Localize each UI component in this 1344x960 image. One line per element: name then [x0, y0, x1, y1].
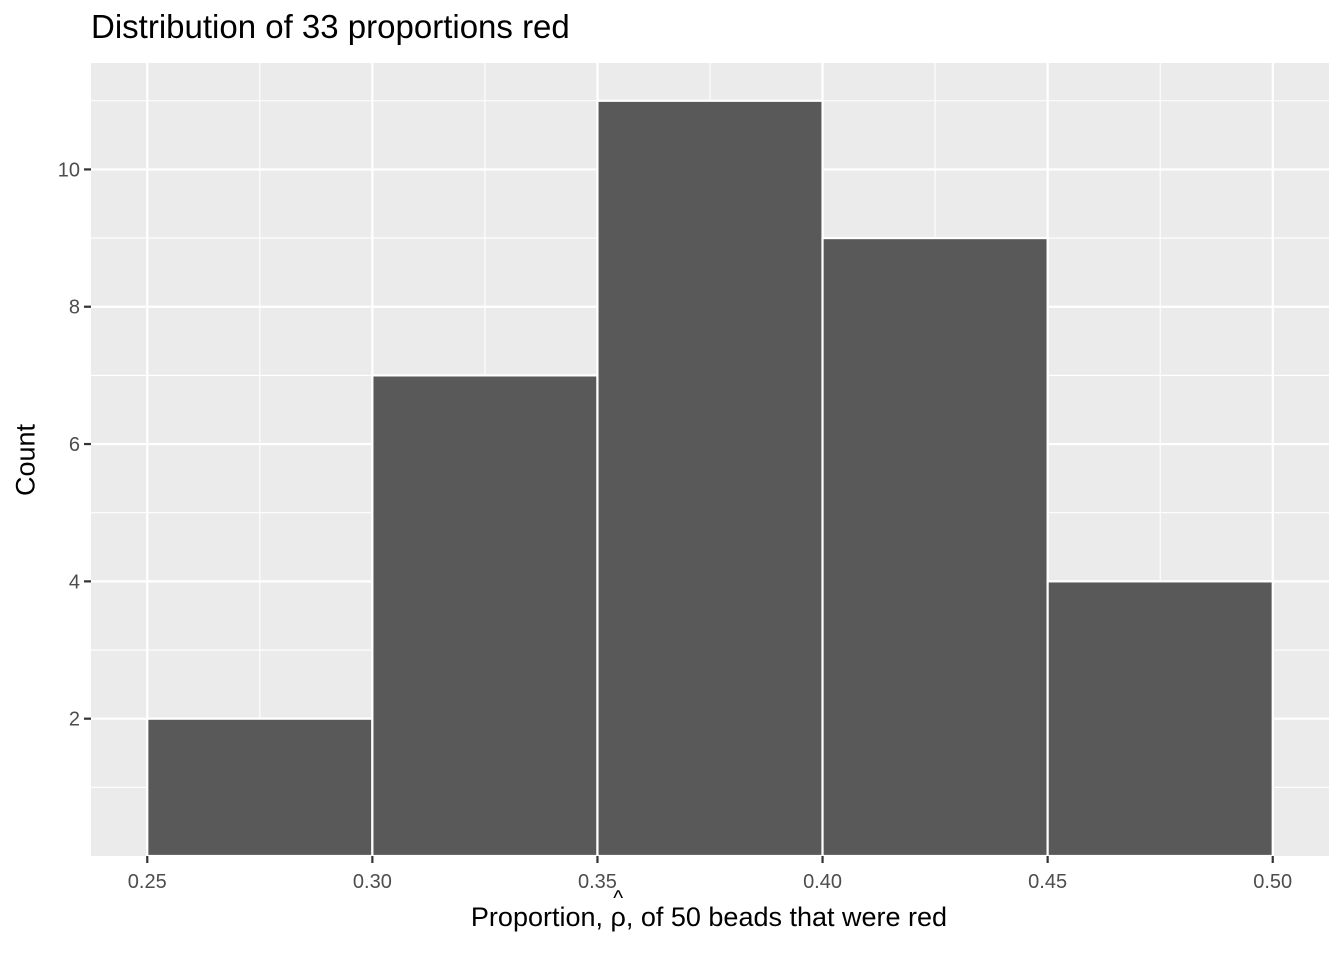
x-tick-label: 0.45: [1028, 871, 1067, 893]
y-tick-label: 6: [69, 434, 80, 456]
y-axis: 2 4 6 8 10: [58, 159, 91, 731]
y-tick-label: 2: [69, 709, 80, 731]
x-axis-title-prefix: Proportion,: [470, 902, 611, 932]
p-hat-letter: ρ: [610, 902, 626, 932]
y-tick-label: 8: [69, 297, 80, 319]
chart-title: Distribution of 33 proportions red: [91, 8, 570, 45]
x-tick-label: 0.30: [353, 871, 392, 893]
histogram-bar: [146, 717, 374, 858]
p-hat-symbol: ^ ρ: [610, 887, 626, 933]
x-tick-label: 0.40: [803, 871, 842, 893]
histogram-bar: [821, 236, 1049, 858]
histogram-bar: [371, 374, 599, 858]
x-axis-title-suffix: , of 50 beads that were red: [625, 902, 948, 932]
x-axis-title: Proportion, ^ ρ, of 50 beads that were re…: [470, 887, 948, 933]
y-tick-label: 4: [69, 571, 80, 593]
histogram-bar: [596, 99, 824, 858]
histogram-bar: [1046, 580, 1274, 858]
x-tick-label: 0.25: [128, 871, 167, 893]
x-tick-label: 0.35: [578, 871, 617, 893]
x-tick-label: 0.50: [1253, 871, 1292, 893]
x-axis: 0.25 0.30 0.35 0.40 0.45 0.50: [128, 856, 1292, 893]
histogram-bars: [146, 99, 1274, 858]
p-hat-accent: ^: [613, 887, 624, 910]
y-axis-title: Count: [10, 423, 41, 497]
y-tick-label: 10: [58, 159, 80, 181]
